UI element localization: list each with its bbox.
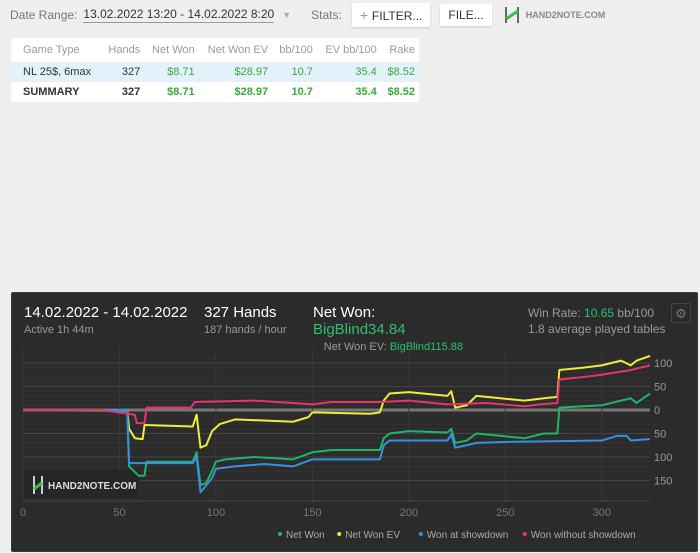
cell: $28.97 bbox=[234, 66, 269, 78]
net-won-block: Net Won: BigBlind34.84 Net Won EV: BigBl… bbox=[313, 304, 463, 353]
file-button[interactable]: FILE... bbox=[440, 4, 492, 26]
series-line-net-won-ev bbox=[23, 355, 651, 449]
y-tick-label: 100 bbox=[654, 358, 672, 370]
cell: 327 bbox=[121, 66, 141, 78]
watermark-bg bbox=[24, 470, 139, 498]
col-bb100[interactable]: bb/100 bbox=[279, 44, 313, 56]
cell: NL 25$, 6max bbox=[23, 66, 92, 78]
watermark-text: HAND2NOTE.COM bbox=[48, 481, 136, 492]
date-range-select[interactable]: 13.02.2022 13:20 - 14.02.2022 8:20 bbox=[83, 7, 275, 23]
col-net-won-ev[interactable]: Net Won EV bbox=[207, 44, 269, 56]
cell: $8.71 bbox=[167, 86, 195, 98]
net-won-value: BigBlind34.84 bbox=[313, 321, 406, 338]
legend-item[interactable]: Won at showdown bbox=[427, 530, 509, 541]
watermark: HAND2NOTE.COM bbox=[24, 470, 139, 498]
table-row[interactable]: NL 25$, 6max 327 $8.71 $28.97 10.7 35.4 … bbox=[11, 62, 419, 82]
filter-label: FILTER... bbox=[371, 9, 423, 23]
col-hands[interactable]: Hands bbox=[108, 44, 141, 56]
y-tick-label: 150 bbox=[654, 476, 672, 488]
y-tick-label: 50 bbox=[654, 382, 666, 394]
win-rate-value: 10.65 bbox=[584, 306, 615, 320]
net-won-ev-label: Net Won EV: bbox=[323, 341, 387, 353]
legend-item[interactable]: Won without showdown bbox=[531, 530, 636, 541]
table-header: Game Type Hands Net Won Net Won EV bb/10… bbox=[11, 38, 419, 62]
cell: $8.71 bbox=[167, 66, 195, 78]
logo-text: HAND2NOTE.COM bbox=[525, 10, 606, 20]
date-block: 14.02.2022 - 14.02.2022 Active 1h 44m bbox=[24, 304, 187, 336]
x-tick-label: 50 bbox=[113, 507, 125, 519]
legend-marker bbox=[278, 532, 282, 536]
hand2note-logo: HAND2NOTE.COM bbox=[504, 5, 606, 25]
legend-marker bbox=[522, 532, 527, 536]
win-rate-block: Win Rate: 10.65 bb/100 1.8 average playe… bbox=[528, 306, 665, 336]
hands-block: 327 Hands 187 hands / hour bbox=[204, 304, 287, 336]
col-ev-bb100[interactable]: EV bb/100 bbox=[325, 44, 377, 56]
chevron-down-icon[interactable]: ▼ bbox=[282, 10, 292, 20]
hand2note-logo-icon bbox=[504, 7, 519, 23]
hand2note-logo-stroke bbox=[33, 481, 43, 491]
session-graph-panel: 14.02.2022 - 14.02.2022 Active 1h 44m 32… bbox=[11, 292, 698, 552]
x-tick-label: 0 bbox=[20, 507, 26, 519]
col-net-won[interactable]: Net Won bbox=[152, 44, 195, 56]
col-game-type[interactable]: Game Type bbox=[23, 44, 80, 56]
chart-svg: 100 50 0 50 100 150 0 50 100 150 200 250 300 HAND2NOT… bbox=[20, 348, 672, 541]
series-line-won-without-showdown bbox=[23, 364, 651, 425]
stats-table: Game Type Hands Net Won Net Won EV bb/10… bbox=[11, 38, 419, 102]
win-rate-label: Win Rate: bbox=[528, 306, 581, 320]
legend-item[interactable]: Net Won bbox=[286, 530, 325, 541]
legend-marker bbox=[418, 532, 423, 536]
date-range-label: Date Range: bbox=[10, 8, 78, 22]
col-rake[interactable]: Rake bbox=[389, 44, 415, 56]
cell: 327 bbox=[121, 86, 141, 98]
x-tick-label: 150 bbox=[303, 507, 321, 519]
hands-count: 327 Hands bbox=[204, 304, 277, 321]
plus-icon: + bbox=[359, 7, 372, 23]
date-span: 14.02.2022 - 14.02.2022 bbox=[24, 304, 188, 321]
hands-per-hour: 187 hands / hour bbox=[204, 324, 287, 336]
cell: $28.97 bbox=[234, 86, 269, 98]
filter-button[interactable]: + FILTER... bbox=[351, 3, 431, 27]
legend-marker bbox=[337, 532, 342, 536]
y-tick-label: 100 bbox=[654, 452, 672, 464]
y-tick-label: 50 bbox=[654, 429, 666, 441]
cell: 10.7 bbox=[291, 66, 313, 78]
x-tick-label: 250 bbox=[496, 507, 514, 519]
cell: SUMMARY bbox=[23, 86, 80, 98]
net-won-label: Net Won: bbox=[313, 304, 376, 321]
gear-icon[interactable]: ⚙ bbox=[671, 303, 691, 323]
cell: $8.52 bbox=[387, 86, 415, 98]
stats-label: Stats: bbox=[311, 8, 342, 22]
cell: 35.4 bbox=[355, 66, 377, 78]
y-tick-label: 0 bbox=[654, 405, 660, 417]
net-won-ev-value: BigBlind115.88 bbox=[389, 341, 463, 353]
cell: 10.7 bbox=[291, 86, 313, 98]
summary-row: SUMMARY 327 $8.71 $28.97 10.7 35.4 $8.52 bbox=[11, 82, 419, 102]
active-time: Active 1h 44m bbox=[24, 324, 94, 336]
x-tick-label: 300 bbox=[593, 507, 611, 519]
x-tick-label: 200 bbox=[400, 507, 418, 519]
cell: 35.4 bbox=[355, 86, 377, 98]
legend-item[interactable]: Net Won EV bbox=[345, 530, 400, 541]
toolbar: Date Range: 13.02.2022 13:20 - 14.02.202… bbox=[10, 3, 606, 27]
win-rate-unit: bb/100 bbox=[617, 306, 655, 320]
hand2note-logo-icon bbox=[33, 476, 43, 494]
cell: $8.52 bbox=[387, 66, 415, 78]
series-line-won-at-showdown bbox=[23, 409, 651, 494]
avg-tables: 1.8 average played tables bbox=[528, 322, 666, 336]
x-tick-label: 100 bbox=[207, 507, 225, 519]
